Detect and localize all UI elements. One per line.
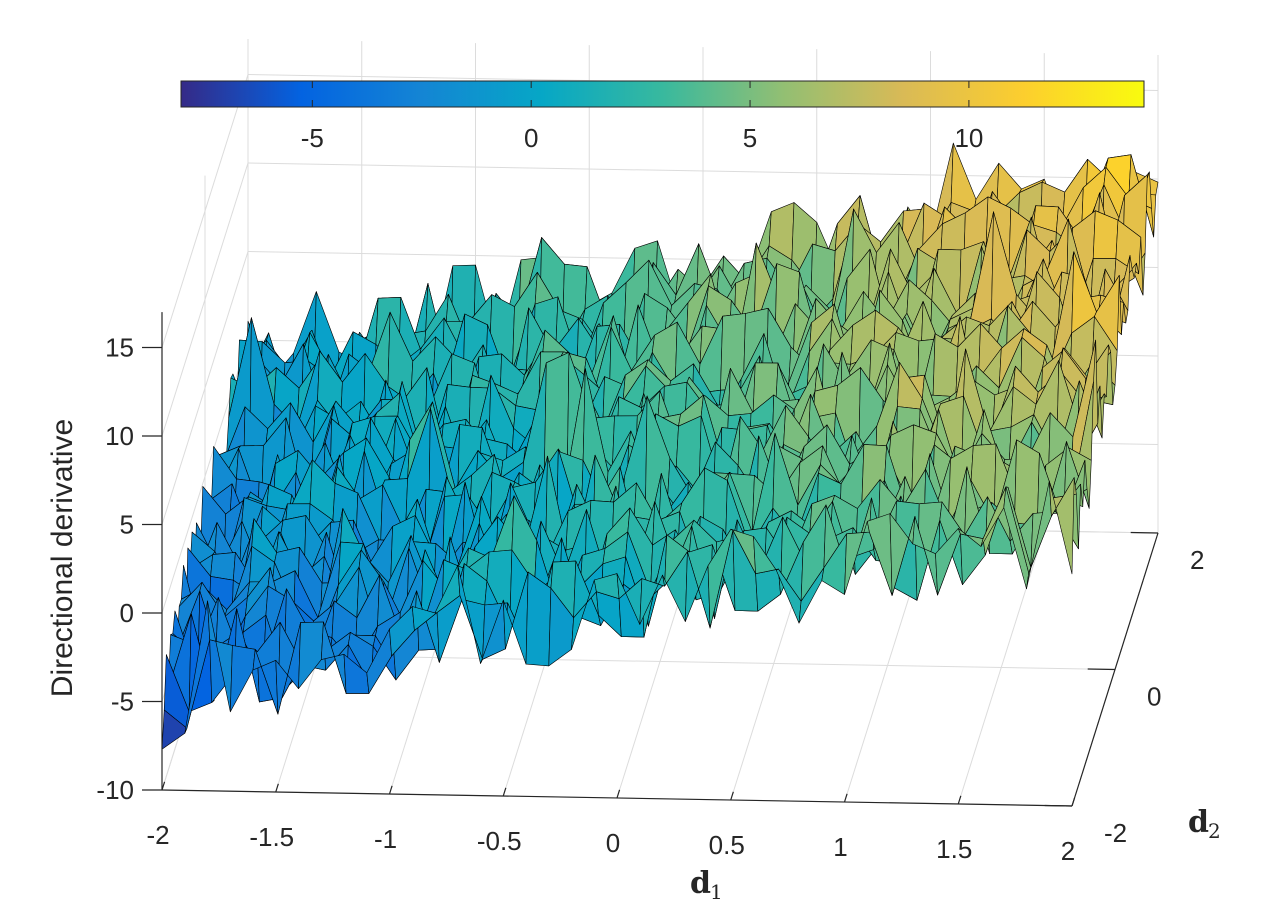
colorbar-tick-label: -5 <box>301 123 324 153</box>
x-tick-label: -0.5 <box>477 826 522 856</box>
colorbar-tick-label: 0 <box>524 123 538 153</box>
x-tick <box>502 787 507 797</box>
y-axis-label-main: d <box>1188 805 1209 840</box>
surface-face <box>525 571 552 667</box>
z-tick-label: 15 <box>105 333 134 363</box>
y-tick-label: -2 <box>1104 818 1127 848</box>
axes: -2 -1.5 -1 -0.5 0 0.5 1 1.5 2 -2 0 2 -10 -5 0 5 10 15 <box>96 312 1204 866</box>
x-tick <box>957 795 962 805</box>
x-tick-label: -1.5 <box>249 822 294 852</box>
x-tick-label: 0 <box>606 828 620 858</box>
x-axis-label-main: d <box>690 866 711 901</box>
x-tick-label: 2 <box>1061 836 1075 866</box>
colorbar-gradient <box>181 81 1144 107</box>
x-tick <box>161 781 166 791</box>
surface-mesh <box>161 142 1159 750</box>
y-tick-label: 2 <box>1190 545 1204 575</box>
x-tick <box>275 783 279 793</box>
x-tick-label: -2 <box>146 820 169 850</box>
z-tick-label: 10 <box>105 421 134 451</box>
y-axis-label: d 2 <box>1188 805 1221 843</box>
x-tick-label: 1 <box>833 832 847 862</box>
z-tick-label: 5 <box>120 510 134 540</box>
z-tick-label: -10 <box>96 775 134 805</box>
x-tick <box>843 793 848 803</box>
x-tick-label: -1 <box>374 824 397 854</box>
x-tick <box>1071 797 1076 807</box>
colorbar-tick-label: 5 <box>743 123 757 153</box>
colorbar-tick-label: 10 <box>954 123 983 153</box>
x-tick <box>388 785 393 795</box>
z-tick-label: -5 <box>111 687 134 717</box>
surface-face <box>1049 477 1075 575</box>
y-axis-label-subscript: 2 <box>1208 819 1221 843</box>
surface-face <box>1014 439 1040 525</box>
x-tick-label: 0.5 <box>709 830 745 860</box>
colorbar: -5 0 5 10 <box>180 80 1145 153</box>
x-tick <box>616 789 621 799</box>
x-tick <box>730 791 734 801</box>
x-axis-label-subscript: 1 <box>710 880 723 904</box>
x-axis-label: d 1 <box>690 866 723 904</box>
z-tick-label: 0 <box>120 598 134 628</box>
colorbar-frame <box>180 80 1145 108</box>
surface-face <box>210 552 236 581</box>
x-tick-label: 1.5 <box>936 834 972 864</box>
y-tick-label: 0 <box>1147 682 1161 712</box>
z-axis-label: Directional derivative <box>46 419 79 697</box>
